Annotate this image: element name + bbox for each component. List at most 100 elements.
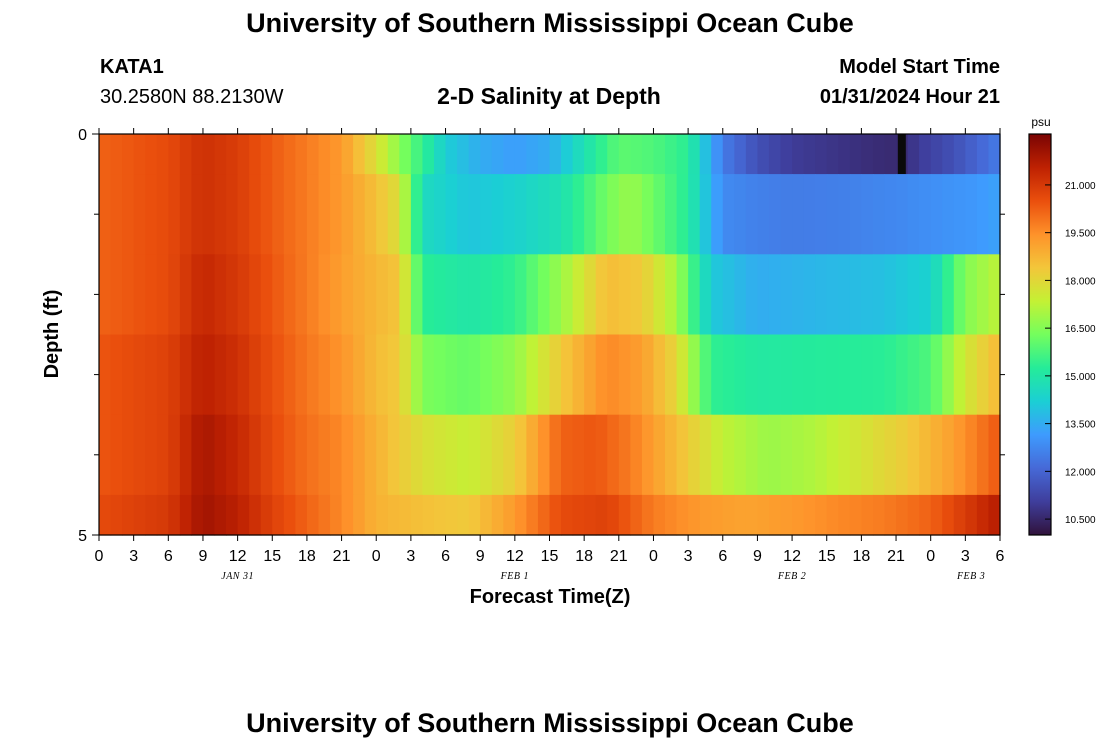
heatmap-cell	[549, 414, 562, 496]
heatmap-cell	[618, 174, 631, 255]
heatmap-cell	[99, 134, 112, 175]
heatmap-cell	[330, 174, 343, 255]
heatmap-cell	[179, 414, 193, 496]
heatmap-cell	[99, 174, 112, 255]
heatmap-cell	[896, 254, 909, 336]
x-axis: 0 3 6 9 12 15 18 21 0 3 6 9 12 15 18 21 0 3 6 9 12 15 18 21 0 3 6 J…	[95, 128, 1005, 582]
heatmap-cell	[780, 414, 793, 496]
heatmap-cell	[734, 254, 747, 336]
heatmap-cell	[757, 494, 770, 536]
heatmap-cell	[133, 334, 146, 416]
heatmap-cell	[260, 254, 273, 336]
heatmap-cell	[953, 494, 966, 536]
heatmap-cell	[376, 174, 389, 255]
heatmap-cell	[930, 494, 943, 536]
heatmap-cell	[953, 174, 966, 255]
heatmap-cell	[330, 254, 343, 336]
colorbar-tick-label: 18.000	[1065, 276, 1096, 287]
colorbar-scale	[1028, 133, 1052, 536]
heatmap-cell	[942, 414, 955, 496]
heatmap-cell	[295, 174, 308, 255]
colorbar-tick-label: 12.000	[1065, 467, 1096, 478]
heatmap-cell	[376, 254, 389, 336]
heatmap-cell	[976, 134, 990, 175]
heatmap-cell	[214, 134, 227, 175]
heatmap-cell	[99, 334, 112, 416]
x-tick-label: 12	[783, 548, 801, 565]
heatmap-cell	[907, 174, 920, 255]
x-tick-label: 18	[852, 548, 870, 565]
heatmap-cell	[826, 134, 839, 175]
heatmap-cell	[272, 334, 285, 416]
heatmap-cell	[792, 334, 805, 416]
heatmap-cell	[688, 254, 701, 336]
heatmap-cell	[907, 254, 920, 336]
heatmap-cell	[745, 134, 759, 175]
heatmap-cell	[803, 254, 816, 336]
heatmap-cell	[711, 134, 724, 175]
heatmap-cell	[930, 174, 943, 255]
heatmap-cell	[849, 334, 862, 416]
heatmap-cell	[353, 334, 366, 416]
heatmap-cell	[202, 494, 216, 536]
heatmap-cell	[168, 414, 181, 496]
heatmap-cell	[110, 414, 123, 496]
heatmap-cell	[249, 134, 262, 175]
heatmap-cell	[353, 254, 366, 336]
heatmap-cell	[480, 414, 493, 496]
heatmap-cell	[156, 414, 169, 496]
heatmap-cell	[133, 174, 146, 255]
heatmap-cell	[561, 174, 574, 255]
heatmap-cell	[433, 174, 447, 255]
heatmap-cell	[318, 134, 331, 175]
heatmap-cell	[445, 494, 458, 536]
page-title-repeat: University of Southern Mississippi Ocean…	[246, 708, 854, 738]
heatmap-cell	[457, 494, 470, 536]
x-tick-label: 12	[506, 548, 524, 565]
heatmap-cell	[457, 414, 470, 496]
heatmap-cell	[780, 174, 793, 255]
heatmap-cell	[156, 334, 169, 416]
heatmap-cell	[826, 494, 839, 536]
heatmap-cell	[318, 414, 331, 496]
x-tick-label: 18	[575, 548, 593, 565]
heatmap-cell	[711, 334, 724, 416]
heatmap-cell	[757, 254, 770, 336]
x-tick-label: 15	[541, 548, 559, 565]
heatmap-cell	[422, 134, 435, 175]
heatmap-cell	[872, 174, 886, 255]
heatmap-cell	[318, 494, 331, 536]
model-start-label: Model Start Time	[839, 56, 1000, 78]
heatmap-cell	[792, 254, 805, 336]
heatmap-cell	[595, 134, 608, 175]
heatmap-cell	[422, 334, 435, 416]
heatmap-cell	[133, 134, 146, 175]
heatmap-cell	[549, 134, 562, 175]
heatmap-cell	[988, 334, 1001, 416]
heatmap-cell	[480, 334, 493, 416]
salinity-heatmap-chart: 0 3 6 9 12 15 18 21 0 3 6 9 12 15 18 21 0 3 6 9 12 15 18 21 0 3 6 J…	[41, 115, 1096, 608]
heatmap-cell	[179, 174, 193, 255]
heatmap-cell	[202, 334, 216, 416]
heatmap-cell	[341, 134, 354, 175]
heatmap-cell	[861, 414, 874, 496]
heatmap-cell	[353, 414, 366, 496]
heatmap-cell	[884, 174, 897, 255]
heatmap-cell	[353, 134, 366, 175]
x-tick-label: 3	[129, 548, 138, 565]
heatmap-cell	[884, 334, 897, 416]
date-label: FEB 3	[956, 571, 985, 582]
heatmap-cell	[988, 494, 1001, 536]
heatmap-cell	[353, 174, 366, 255]
heatmap-cell	[468, 414, 481, 496]
heatmap-cell	[699, 334, 712, 416]
heatmap-cell	[665, 494, 678, 536]
heatmap-cell	[815, 174, 828, 255]
heatmap-cell	[156, 134, 169, 175]
heatmap-cell	[665, 334, 678, 416]
heatmap-cell	[503, 414, 516, 496]
heatmap-cell	[410, 254, 424, 336]
heatmap-cell	[722, 174, 735, 255]
heatmap-cell	[306, 414, 320, 496]
heatmap-cell	[376, 494, 389, 536]
